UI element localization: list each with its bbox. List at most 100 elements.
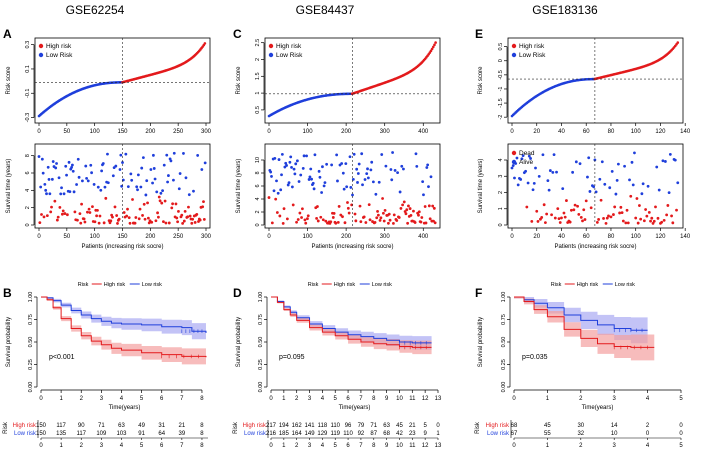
survival-point	[555, 170, 558, 174]
survival-point	[417, 213, 420, 217]
survival-point	[38, 221, 42, 225]
survival-point	[666, 204, 670, 207]
survival-point	[307, 178, 311, 181]
survival-point	[310, 177, 313, 181]
risk-table-cell-high: 141	[305, 423, 316, 429]
survival-scatter-plot: 0 2 4 6 8 Survival time (years) 0 50 100 150 200 25…	[6, 143, 212, 250]
survival-point	[336, 179, 339, 183]
survival-point	[270, 175, 273, 178]
survival-point	[408, 207, 412, 210]
survival-point	[90, 171, 94, 175]
risk-x-tick-label: 0	[510, 129, 514, 135]
kaplan-meier-plot: Risk High risk Low risk 0.00 0.25 0.50 0.75 1.0…	[236, 282, 442, 411]
surv-x-tick-label: 120	[655, 234, 666, 240]
survival-point	[629, 194, 633, 198]
risk-table-tick-label: 0	[39, 443, 43, 449]
survival-point	[152, 167, 156, 170]
survival-point	[330, 163, 334, 167]
survival-point	[118, 168, 122, 171]
survival-point	[285, 217, 289, 221]
surv-y-tick-label: 2	[498, 191, 504, 194]
survival-point	[135, 185, 139, 189]
risk-table-cell-low: 55	[544, 431, 551, 437]
risk-score-plot: -2 -1.5 -1 -0.5 0 0.5 Risk score 0 20 40 60 80 100 12…	[478, 37, 691, 135]
p-value: p=0.095	[279, 354, 305, 361]
km-x-tick-label: 7	[180, 396, 184, 402]
risk-table-cell-low: 1	[436, 431, 440, 437]
survival-point	[587, 156, 591, 160]
y-axis-label: Survival time (years)	[478, 159, 484, 214]
survival-point	[171, 202, 175, 206]
survival-point	[553, 216, 557, 220]
risk-table-cell-high: 8	[200, 423, 204, 429]
survival-point	[614, 192, 618, 196]
survival-point	[39, 185, 43, 189]
survival-point	[345, 185, 349, 189]
survival-point	[317, 169, 321, 173]
survival-point	[631, 183, 635, 187]
survival-point	[558, 221, 562, 224]
survival-point	[583, 218, 587, 221]
survival-point	[401, 203, 404, 207]
risk-table-tick-label: 5	[140, 443, 144, 449]
ci-band-low-risk	[41, 297, 206, 342]
survival-point	[89, 163, 93, 167]
risk-point	[434, 41, 437, 44]
survival-point	[272, 189, 276, 193]
survival-point	[287, 181, 291, 185]
surv-x-tick-label: 250	[173, 234, 184, 240]
survival-point	[122, 211, 126, 214]
survival-point	[59, 192, 63, 196]
survival-point	[305, 154, 308, 158]
surv-x-tick-label: 100	[631, 234, 642, 240]
survival-point	[86, 210, 89, 214]
survival-point	[321, 218, 325, 222]
survival-point	[292, 167, 296, 171]
survival-point	[357, 162, 361, 166]
survival-point	[359, 220, 363, 224]
survival-point	[421, 180, 425, 184]
survival-point	[551, 170, 555, 174]
survival-point	[562, 211, 566, 215]
km-legend-label-low: Low risk	[142, 282, 162, 288]
survival-point	[316, 219, 320, 223]
survival-point	[349, 186, 353, 189]
survival-point	[200, 168, 204, 171]
survival-point	[76, 157, 80, 161]
km-x-tick-label: 6	[160, 396, 164, 402]
survival-point	[172, 178, 175, 182]
survival-point	[431, 204, 435, 208]
survival-point	[133, 221, 137, 225]
survival-point	[290, 165, 293, 169]
survival-point	[280, 152, 284, 156]
km-y-tick-label: 1.00	[501, 292, 507, 303]
risk-y-tick-label: 0.5	[498, 43, 504, 51]
survival-point	[165, 153, 169, 157]
survival-point	[628, 178, 631, 182]
km-x-tick-label: 10	[396, 396, 403, 402]
km-y-tick-label: 0.50	[28, 337, 34, 348]
survival-point	[556, 207, 560, 211]
risk-x-tick-label: 150	[117, 129, 128, 135]
survival-point	[363, 178, 367, 181]
survival-point	[641, 182, 645, 186]
survival-point	[399, 207, 403, 210]
survival-point	[191, 217, 195, 221]
survival-point	[183, 209, 187, 213]
survival-point	[620, 211, 624, 215]
survival-point	[331, 216, 335, 219]
survival-point	[545, 212, 549, 216]
survival-point	[301, 207, 304, 211]
survival-point	[645, 214, 649, 218]
risk-table-cell-high: 117	[56, 423, 66, 429]
survival-point	[119, 153, 123, 157]
survival-point	[343, 221, 347, 225]
kaplan-meier-plot: Risk High risk Low risk 0.00 0.25 0.50 0.75 1.0…	[6, 282, 207, 411]
survival-point	[426, 163, 430, 167]
survival-point	[621, 219, 625, 223]
surv-y-tick-label: 4	[255, 197, 261, 200]
survival-point	[547, 188, 551, 192]
survival-point	[202, 217, 206, 221]
survival-point	[99, 188, 103, 192]
